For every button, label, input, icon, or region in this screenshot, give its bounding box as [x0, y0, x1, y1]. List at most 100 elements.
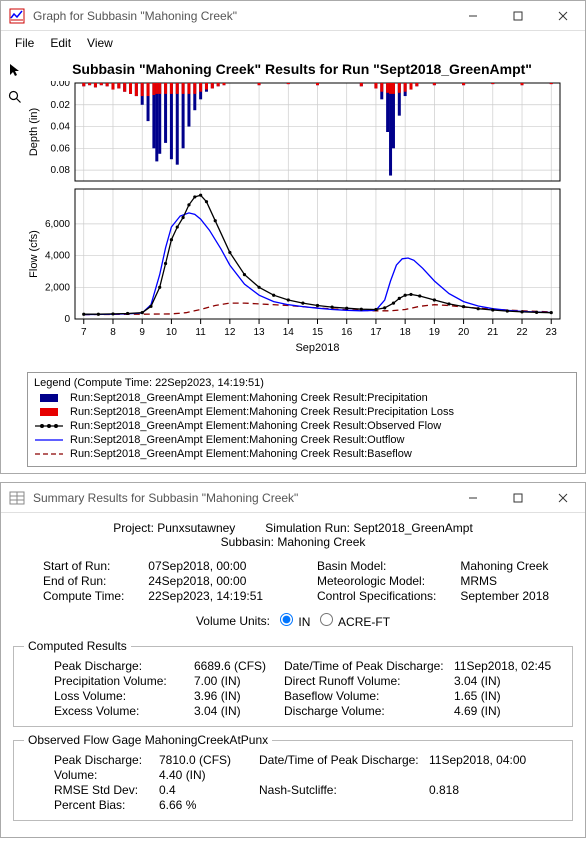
- close-button[interactable]: [540, 1, 585, 31]
- graph-window: Graph for Subbasin "Mahoning Creek" File…: [0, 0, 586, 474]
- met-label: Meteorologic Model:: [317, 574, 460, 588]
- simrun-label: Simulation Run:: [265, 521, 350, 535]
- window-title: Graph for Subbasin "Mahoning Creek": [33, 9, 450, 23]
- window-title: Summary Results for Subbasin "Mahoning C…: [33, 491, 450, 505]
- dv-label: Discharge Volume:: [284, 704, 454, 718]
- obs-rmse-value: 0.4: [159, 783, 259, 797]
- svg-text:0.02: 0.02: [51, 100, 71, 111]
- subbasin-value: Mahoning Creek: [277, 535, 365, 549]
- svg-text:13: 13: [254, 327, 266, 338]
- obs-pb-value: 6.66 %: [159, 798, 259, 812]
- graph-toolbar: [5, 59, 25, 469]
- bfv-value: 1.65 (IN): [454, 689, 562, 703]
- legend: Legend (Compute Time: 22Sep2023, 14:19:5…: [27, 372, 577, 467]
- menu-file[interactable]: File: [7, 33, 42, 53]
- computed-results: Computed Results Peak Discharge: 6689.6 …: [13, 639, 573, 727]
- legend-label: Run:Sept2018_GreenAmpt Element:Mahoning …: [70, 392, 428, 404]
- obs-dt-label: Date/Time of Peak Discharge:: [259, 753, 429, 767]
- pointer-tool-icon[interactable]: [8, 63, 22, 80]
- obs-vol-label: Volume:: [54, 768, 159, 782]
- svg-text:8: 8: [110, 327, 116, 338]
- legend-swatch: [34, 449, 64, 459]
- legend-swatch: [34, 393, 64, 403]
- zoom-tool-icon[interactable]: [8, 90, 22, 107]
- vol-units-in[interactable]: IN: [276, 613, 310, 629]
- app-icon: [9, 8, 25, 24]
- svg-text:0: 0: [64, 314, 70, 325]
- legend-swatch: [34, 407, 64, 417]
- svg-text:2,000: 2,000: [45, 282, 70, 293]
- legend-label: Run:Sept2018_GreenAmpt Element:Mahoning …: [70, 420, 441, 432]
- svg-text:17: 17: [370, 327, 382, 338]
- compute-label: Compute Time:: [43, 589, 148, 603]
- ctrl-value: September 2018: [460, 589, 573, 603]
- drv-label: Direct Runoff Volume:: [284, 674, 454, 688]
- end-value: 24Sep2018, 00:00: [148, 574, 287, 588]
- obs-vol-value: 4.40 (IN): [159, 768, 259, 782]
- obs-pb-label: Percent Bias:: [54, 798, 159, 812]
- chart-title: Subbasin "Mahoning Creek" Results for Ru…: [25, 61, 579, 77]
- basin-label: Basin Model:: [317, 559, 460, 573]
- maximize-button[interactable]: [495, 1, 540, 31]
- basin-value: Mahoning Creek: [460, 559, 573, 573]
- legend-swatch: [34, 435, 64, 445]
- svg-text:21: 21: [487, 327, 499, 338]
- obs-peak-value: 7810.0 (CFS): [159, 753, 259, 767]
- dt-value: 11Sep2018, 02:45: [454, 659, 562, 673]
- observed-results: Observed Flow Gage MahoningCreekAtPunx P…: [13, 733, 573, 821]
- pvol-label: Precipitation Volume:: [54, 674, 194, 688]
- minimize-button[interactable]: [450, 483, 495, 513]
- svg-text:15: 15: [312, 327, 324, 338]
- svg-text:22: 22: [516, 327, 528, 338]
- svg-text:0.06: 0.06: [51, 143, 71, 154]
- peak-value: 6689.6 (CFS): [194, 659, 284, 673]
- svg-text:12: 12: [224, 327, 236, 338]
- vol-units-label: Volume Units:: [196, 614, 270, 628]
- svg-text:23: 23: [546, 327, 558, 338]
- observed-results-title: Observed Flow Gage MahoningCreekAtPunx: [24, 733, 272, 747]
- svg-text:14: 14: [283, 327, 295, 338]
- svg-text:Sep2018: Sep2018: [295, 342, 339, 354]
- legend-item: Run:Sept2018_GreenAmpt Element:Mahoning …: [34, 406, 570, 418]
- summary-window: Summary Results for Subbasin "Mahoning C…: [0, 482, 586, 838]
- titlebar: Graph for Subbasin "Mahoning Creek": [1, 1, 585, 31]
- legend-item: Run:Sept2018_GreenAmpt Element:Mahoning …: [34, 448, 570, 460]
- svg-text:0.08: 0.08: [51, 165, 71, 176]
- bfv-label: Baseflow Volume:: [284, 689, 454, 703]
- svg-text:0.00: 0.00: [51, 81, 71, 89]
- subbasin-label: Subbasin:: [221, 535, 274, 549]
- met-value: MRMS: [460, 574, 573, 588]
- svg-text:20: 20: [458, 327, 470, 338]
- svg-text:11: 11: [195, 327, 206, 338]
- exc-value: 3.04 (IN): [194, 704, 284, 718]
- menu-view[interactable]: View: [79, 33, 121, 53]
- exc-label: Excess Volume:: [54, 704, 194, 718]
- project-value: Punxsutawney: [157, 521, 235, 535]
- loss-value: 3.96 (IN): [194, 689, 284, 703]
- obs-ns-label: Nash-Sutcliffe:: [259, 783, 429, 797]
- close-button[interactable]: [540, 483, 585, 513]
- svg-text:19: 19: [429, 327, 441, 338]
- legend-title: Legend (Compute Time: 22Sep2023, 14:19:5…: [34, 377, 570, 389]
- svg-text:6,000: 6,000: [45, 219, 70, 230]
- minimize-button[interactable]: [450, 1, 495, 31]
- obs-rmse-label: RMSE Std Dev:: [54, 783, 159, 797]
- dt-label: Date/Time of Peak Discharge:: [284, 659, 454, 673]
- summary-icon: [9, 490, 25, 506]
- vol-units-acreft[interactable]: ACRE-FT: [316, 613, 390, 629]
- menubar: File Edit View: [1, 31, 585, 55]
- svg-text:0.04: 0.04: [51, 122, 71, 133]
- menu-edit[interactable]: Edit: [42, 33, 79, 53]
- obs-ns-value: 0.818: [429, 783, 562, 797]
- svg-text:7: 7: [81, 327, 87, 338]
- svg-text:10: 10: [166, 327, 178, 338]
- end-label: End of Run:: [43, 574, 148, 588]
- svg-text:Flow (cfs): Flow (cfs): [28, 230, 40, 278]
- legend-label: Run:Sept2018_GreenAmpt Element:Mahoning …: [70, 434, 404, 446]
- start-label: Start of Run:: [43, 559, 148, 573]
- svg-text:4,000: 4,000: [45, 251, 70, 262]
- svg-text:16: 16: [341, 327, 353, 338]
- maximize-button[interactable]: [495, 483, 540, 513]
- chart-plot: 0.000.020.040.060.08Depth (in)02,0004,00…: [25, 81, 565, 363]
- pvol-value: 7.00 (IN): [194, 674, 284, 688]
